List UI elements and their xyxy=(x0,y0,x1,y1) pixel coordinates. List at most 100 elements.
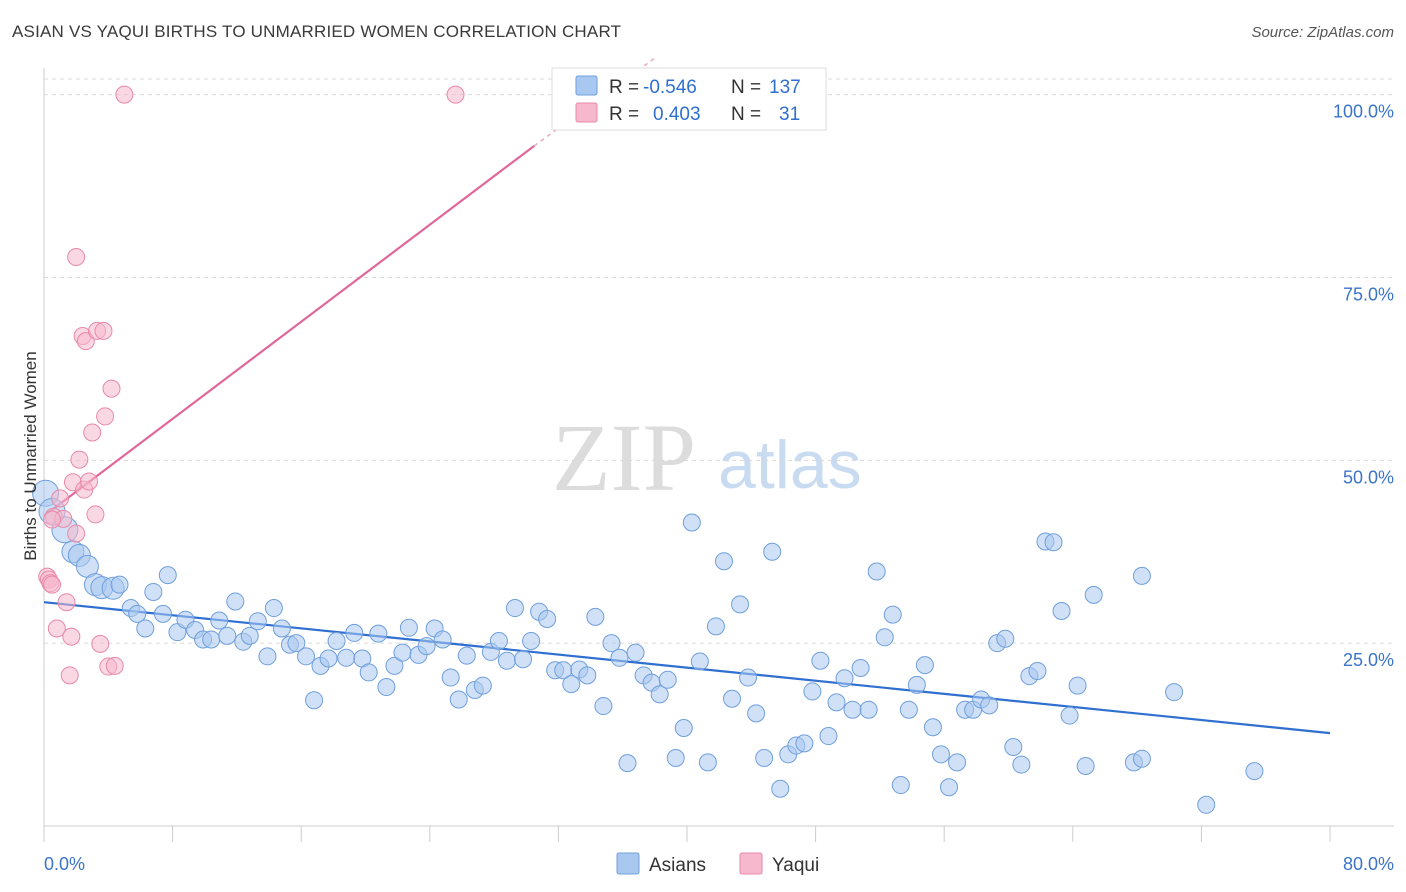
legend-box xyxy=(551,67,827,131)
point-asians xyxy=(891,776,910,795)
axes xyxy=(43,68,1394,842)
point-asians xyxy=(594,697,613,716)
watermark-atlas: atlas xyxy=(718,427,862,503)
point-asians xyxy=(1052,601,1071,620)
point-asians xyxy=(747,704,766,723)
y-axis-label: Births to Unmarried Women xyxy=(21,351,40,560)
point-asians xyxy=(505,599,524,618)
point-yaqui xyxy=(102,379,121,398)
trend-line-yaqui xyxy=(43,144,535,517)
bottom-legend-swatch-yaqui xyxy=(739,852,763,875)
legend: R = -0.546 N = 137 R = 0.403 N = 31 xyxy=(551,67,827,131)
point-asians xyxy=(264,599,283,618)
point-asians xyxy=(811,651,830,670)
point-asians xyxy=(1012,755,1031,774)
point-yaqui xyxy=(105,656,124,675)
point-asians xyxy=(327,631,346,650)
point-asians xyxy=(763,542,782,561)
point-asians xyxy=(1076,757,1095,776)
legend-r-value-asians: -0.546 xyxy=(643,77,697,98)
point-asians xyxy=(272,619,291,638)
point-asians xyxy=(377,678,396,697)
point-asians xyxy=(489,631,508,650)
point-asians xyxy=(883,605,902,624)
trend-line-asians xyxy=(43,601,1331,735)
point-asians xyxy=(319,649,338,668)
point-asians xyxy=(218,626,237,645)
point-asians xyxy=(1084,585,1103,604)
y-tick-label: 100.0% xyxy=(1333,102,1394,122)
point-asians xyxy=(578,666,597,685)
point-asians xyxy=(136,619,155,638)
legend-swatch-asians xyxy=(575,75,598,96)
point-asians xyxy=(144,582,163,601)
point-yaqui xyxy=(94,321,113,340)
point-asians xyxy=(345,623,364,642)
point-yaqui xyxy=(67,247,86,266)
point-yaqui xyxy=(57,593,76,612)
point-asians xyxy=(698,753,717,772)
point-yaqui xyxy=(96,407,115,426)
point-asians xyxy=(755,748,774,767)
point-asians xyxy=(473,676,492,695)
point-yaqui xyxy=(43,510,62,529)
legend-n-label-yaqui: N = xyxy=(731,104,761,125)
point-asians xyxy=(128,604,147,623)
point-yaqui xyxy=(115,85,134,104)
point-asians xyxy=(626,643,645,662)
point-asians xyxy=(980,696,999,715)
point-yaqui xyxy=(51,489,70,508)
point-asians xyxy=(385,656,404,675)
legend-n-label-asians: N = xyxy=(731,77,761,98)
point-asians xyxy=(843,700,862,719)
point-asians xyxy=(875,628,894,647)
point-asians xyxy=(859,700,878,719)
legend-r-label-yaqui: R = xyxy=(609,104,639,125)
point-asians xyxy=(562,675,581,694)
point-yaqui xyxy=(67,524,86,543)
point-yaqui xyxy=(446,85,465,104)
legend-r-label-asians: R = xyxy=(609,77,639,98)
point-asians xyxy=(586,607,605,626)
point-asians xyxy=(399,618,418,637)
point-asians xyxy=(297,647,316,666)
point-asians xyxy=(827,693,846,712)
point-asians xyxy=(931,745,950,764)
point-asians xyxy=(899,700,918,719)
point-asians xyxy=(538,610,557,629)
point-asians xyxy=(449,690,468,709)
point-asians xyxy=(1044,533,1063,552)
point-asians xyxy=(1197,795,1216,814)
bottom-legend-label-asians: Asians xyxy=(649,855,706,876)
point-asians xyxy=(1132,749,1151,768)
point-asians xyxy=(996,629,1015,648)
legend-r-value-yaqui: 0.403 xyxy=(653,104,701,125)
point-asians xyxy=(497,651,516,670)
point-asians xyxy=(923,718,942,737)
point-asians xyxy=(1132,566,1151,585)
x-tick-label: 80.0% xyxy=(1343,854,1394,874)
point-asians xyxy=(359,663,378,682)
point-asians xyxy=(158,566,177,585)
point-asians xyxy=(771,779,790,798)
point-asians xyxy=(682,513,701,532)
point-yaqui xyxy=(91,634,110,653)
trend-lines xyxy=(43,57,1331,735)
point-asians xyxy=(287,634,306,653)
legend-n-value-yaqui: 31 xyxy=(779,104,800,125)
point-asians xyxy=(153,604,172,623)
point-asians xyxy=(1028,661,1047,680)
point-asians xyxy=(723,689,742,708)
point-yaqui xyxy=(70,450,89,469)
point-asians xyxy=(1245,762,1264,781)
point-asians xyxy=(240,626,259,645)
point-asians xyxy=(610,648,629,667)
point-asians xyxy=(658,670,677,689)
point-asians xyxy=(514,650,533,669)
point-asians xyxy=(248,612,267,631)
point-asians xyxy=(369,624,388,643)
point-asians xyxy=(867,562,886,581)
point-yaqui xyxy=(83,423,102,442)
point-asians xyxy=(210,611,229,630)
